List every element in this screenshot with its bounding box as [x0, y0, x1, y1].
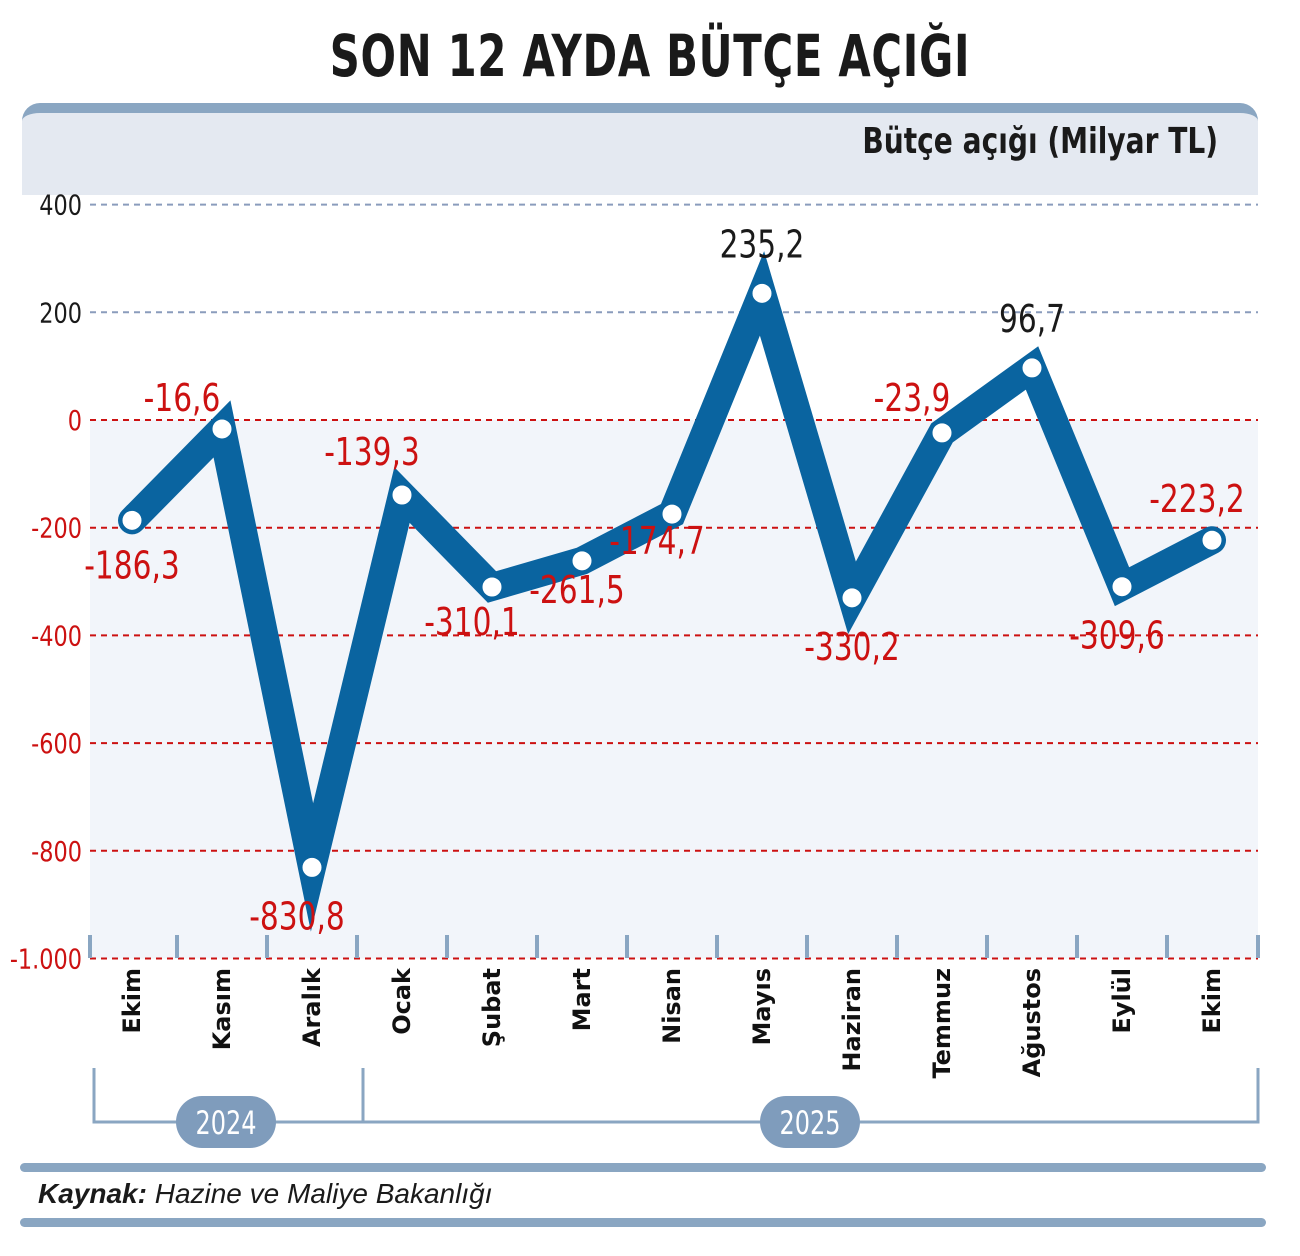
x-axis-month-label: Ekim [1198, 968, 1226, 1034]
y-tick-label: -400 [31, 619, 82, 652]
data-point-marker [389, 482, 415, 508]
x-axis-month-label: Kasım [208, 968, 236, 1050]
y-tick-label: -1.000 [10, 942, 82, 975]
x-axis-month-label: Haziran [838, 968, 866, 1072]
source-note: Kaynak: Hazine ve Maliye Bakanlığı [38, 1178, 492, 1210]
x-axis-month-label: Mayıs [748, 968, 776, 1046]
data-value-label: -261,5 [529, 568, 625, 613]
x-axis-month-label: Ocak [388, 967, 416, 1035]
x-axis-month-label: Temmuz [928, 968, 956, 1079]
y-tick-label: 200 [39, 296, 82, 329]
data-points [119, 280, 1225, 880]
y-tick-label: -800 [31, 834, 82, 867]
footer-rule-bottom [20, 1218, 1266, 1227]
data-value-label: -830,8 [249, 895, 345, 940]
x-axis-month-label: Ekim [118, 968, 146, 1034]
data-point-marker [929, 420, 955, 446]
data-value-label: -186,3 [84, 544, 180, 589]
y-axis-ticks: 400 200 0 -200 -400 -600 -800 -1.000 [10, 188, 82, 975]
chart-title: SON 12 AYDA BÜTÇE AÇIĞI [329, 22, 971, 90]
year-pill [760, 1096, 860, 1148]
data-value-label: -139,3 [324, 430, 420, 475]
y-axis-unit-label: Bütçe açığı (Milyar TL) [862, 121, 1218, 162]
x-axis-month-label: Şubat [478, 968, 506, 1047]
year-pill [176, 1096, 276, 1148]
data-point-marker [659, 501, 685, 527]
year-brackets: 2024 2025 [92, 1068, 1260, 1148]
data-point-marker [479, 574, 505, 600]
data-point-marker [839, 585, 865, 611]
data-point-marker [119, 507, 145, 533]
data-point-marker [1199, 527, 1225, 553]
source-label: Kaynak: [38, 1178, 147, 1209]
data-value-label: -23,9 [874, 376, 951, 421]
footer-rule-top [20, 1163, 1266, 1172]
y-tick-label: -200 [31, 511, 82, 544]
data-value-label: -330,2 [804, 625, 900, 670]
year-label: 2025 [779, 1105, 840, 1142]
x-axis-month-label: Aralık [298, 967, 326, 1047]
data-point-marker [209, 416, 235, 442]
y-tick-label: 0 [68, 403, 82, 436]
data-point-marker [569, 548, 595, 574]
x-axis-month-label: Mart [568, 968, 596, 1031]
x-axis-month-label: Ağustos [1018, 968, 1046, 1077]
data-point-marker [749, 280, 775, 306]
data-value-label: 96,7 [999, 297, 1065, 342]
data-value-label: -223,2 [1149, 478, 1245, 523]
data-value-label: -174,7 [609, 520, 705, 565]
data-value-label: -310,1 [424, 600, 520, 645]
x-axis-month-labels: Ekim Kasım Aralık Ocak Şubat Mart Nisan Mayıs Ha… [118, 967, 1226, 1079]
x-axis-month-label: Eylül [1108, 968, 1136, 1034]
data-point-marker [1019, 355, 1045, 381]
header-bar [22, 103, 1258, 195]
gridlines [90, 203, 1258, 960]
x-axis-month-label: Nisan [658, 968, 686, 1044]
data-point-marker [1109, 574, 1135, 600]
data-value-label: -309,6 [1069, 614, 1165, 659]
data-value-label: 235,2 [720, 223, 805, 268]
x-axis-tick-marks [88, 935, 1260, 958]
data-value-label: -16,6 [144, 376, 221, 421]
y-tick-label: 400 [39, 188, 82, 221]
data-point-marker [299, 854, 325, 880]
data-labels: -186,3 -16,6 -830,8 -139,3 -310,1-261,5-174,… [84, 223, 1245, 940]
year-label: 2024 [195, 1105, 256, 1142]
source-value: Hazine ve Maliye Bakanlığı [154, 1178, 493, 1209]
y-tick-label: -600 [31, 727, 82, 760]
